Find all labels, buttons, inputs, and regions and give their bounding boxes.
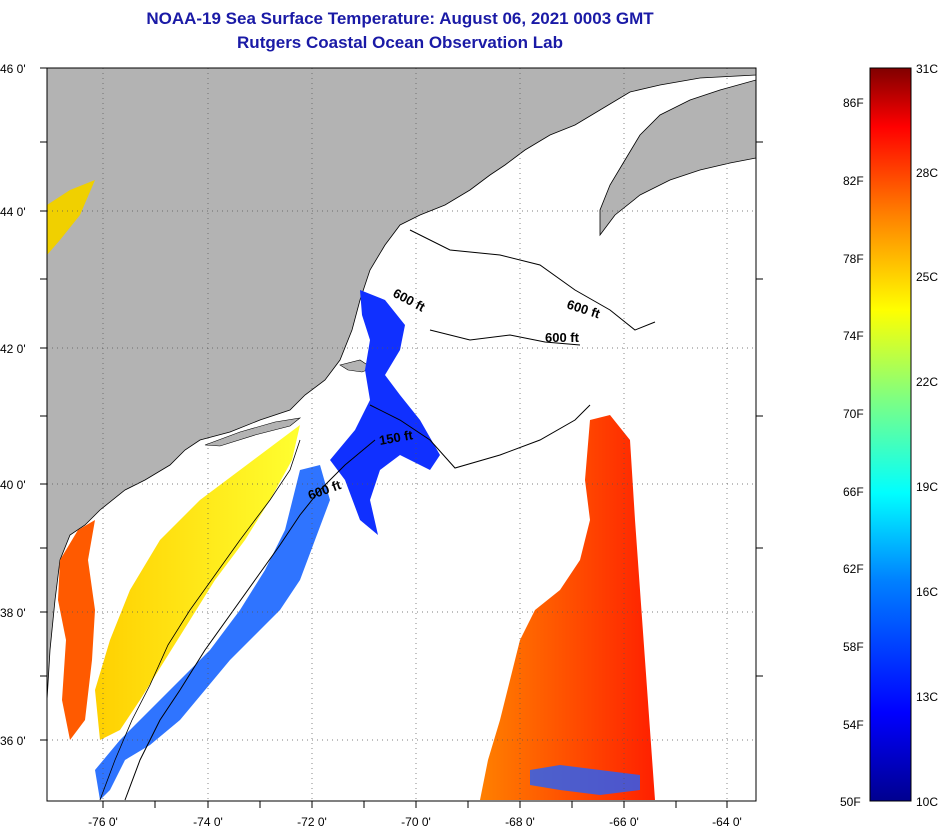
- lon-label: -66 0': [609, 815, 639, 829]
- contour-shelf-break: [124, 439, 376, 801]
- colorbar-f-label: 70F: [843, 407, 864, 421]
- colorbar-f-label: 74F: [843, 329, 864, 343]
- axis-ticks: [40, 67, 763, 808]
- lat-label: 44 0': [0, 205, 26, 219]
- lon-label: -70 0': [401, 815, 431, 829]
- colorbar-c-label: 10C: [916, 795, 938, 809]
- colorbar-c-label: 31C: [916, 62, 938, 76]
- lon-label: -64 0': [712, 815, 742, 829]
- colorbar: [869, 67, 912, 802]
- contour-600ft-north: [409, 229, 656, 331]
- contour-600ft-georges: [369, 404, 591, 469]
- colorbar-c-label: 28C: [916, 166, 938, 180]
- sst-shelf-water: [95, 425, 300, 740]
- colorbar-c-label: 13C: [916, 690, 938, 704]
- sst-lake-specks: [47, 180, 95, 255]
- contour-label: 150 ft: [378, 427, 415, 448]
- colorbar-f-label: 82F: [843, 174, 864, 188]
- contour-150ft: [99, 439, 301, 801]
- contour-600ft-mid: [429, 329, 581, 346]
- colorbar-f-label: 62F: [843, 562, 864, 576]
- graticule: [47, 68, 756, 801]
- lat-label: 40 0': [0, 478, 26, 492]
- lon-label: -74 0': [193, 815, 223, 829]
- colorbar-c-label: 19C: [916, 480, 938, 494]
- sst-warm-gulf-stream: [480, 415, 655, 800]
- lon-label: -68 0': [505, 815, 535, 829]
- colorbar-c-label: 16C: [916, 585, 938, 599]
- lat-label: 38 0': [0, 606, 26, 620]
- lon-label: -76 0': [88, 815, 118, 829]
- colorbar-f-label: 58F: [843, 640, 864, 654]
- map-title: NOAA-19 Sea Surface Temperature: August …: [146, 9, 654, 28]
- sst-chesapeake-bay: [58, 520, 95, 740]
- map-subtitle: Rutgers Coastal Ocean Observation Lab: [237, 33, 563, 52]
- land-long-island: [204, 417, 302, 447]
- colorbar-f-label: 78F: [843, 252, 864, 266]
- colorbar-c-label: 22C: [916, 375, 938, 389]
- colorbar-f-label: 66F: [843, 485, 864, 499]
- colorbar-f-label: 50F: [840, 795, 861, 809]
- land-us-east-coast: [47, 68, 756, 701]
- colorbar-c-label: 25C: [916, 270, 938, 284]
- lon-label: -72 0': [297, 815, 327, 829]
- lat-label: 42 0': [0, 342, 26, 356]
- colorbar-f-label: 86F: [843, 96, 864, 110]
- lat-label: 36 0': [0, 734, 26, 748]
- land-nova-scotia: [599, 79, 756, 237]
- contour-label: 600 ft: [545, 330, 580, 345]
- colorbar-f-label: 54F: [843, 718, 864, 732]
- sst-cold-offshore-edge: [530, 765, 640, 795]
- lat-label: 46 0': [0, 62, 26, 76]
- sst-cold-shelf-edge: [95, 465, 330, 800]
- map-frame: [46, 67, 757, 802]
